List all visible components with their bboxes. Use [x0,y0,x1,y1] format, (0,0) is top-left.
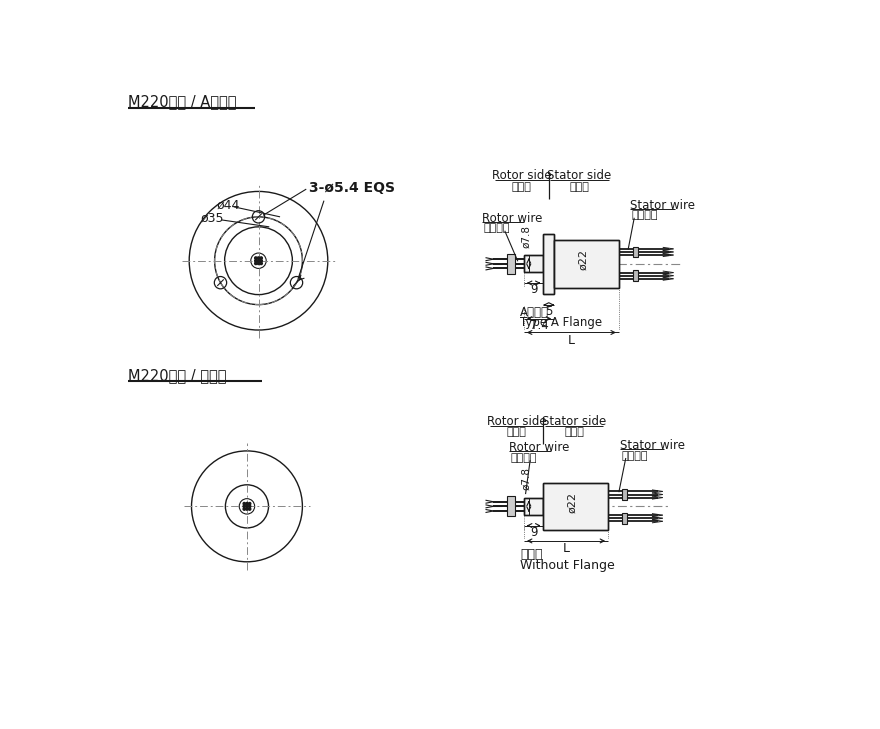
Bar [524,255,544,272]
Bar [622,489,627,500]
Circle shape [257,262,260,265]
Circle shape [246,502,248,504]
Text: 3-ø5.4 EQS: 3-ø5.4 EQS [309,181,394,195]
Text: L: L [568,334,575,347]
Text: Rotor side: Rotor side [492,169,552,182]
Text: L: L [562,542,569,555]
Text: 无法兰: 无法兰 [520,548,543,561]
Text: Type A Flange: Type A Flange [520,316,602,330]
Text: 9: 9 [530,284,538,297]
Text: ø7.8: ø7.8 [522,467,532,490]
Circle shape [246,508,248,510]
Text: 转子边: 转子边 [512,182,532,192]
Text: 定子出线: 定子出线 [632,211,658,220]
Text: ø22: ø22 [578,249,589,270]
Text: 9: 9 [530,526,538,539]
Bar [544,483,608,530]
Text: ø22: ø22 [568,492,577,513]
Circle shape [254,262,257,265]
Text: Without Flange: Without Flange [520,559,615,572]
Circle shape [243,505,246,507]
Text: 定子边: 定子边 [569,182,590,192]
Text: 转子边: 转子边 [507,426,526,437]
Circle shape [260,262,262,265]
Circle shape [257,260,260,262]
Text: 定子出线: 定子出线 [621,451,648,461]
Circle shape [254,260,257,262]
Text: ø44: ø44 [216,199,239,212]
Bar [633,270,638,281]
Bar [633,246,638,257]
Text: ø7.8: ø7.8 [522,225,532,248]
Text: M220系列 / 无法兰: M220系列 / 无法兰 [128,368,226,383]
Text: Rotor wire: Rotor wire [509,441,569,454]
Text: A型法兰: A型法兰 [520,305,549,319]
Circle shape [254,257,257,260]
Text: Stator wire: Stator wire [630,199,695,212]
Bar [554,240,619,287]
Bar [507,496,515,516]
Circle shape [248,508,251,510]
Circle shape [260,257,262,260]
Text: Rotor side: Rotor side [487,415,546,427]
Text: M220系列 / A型法兰: M220系列 / A型法兰 [128,95,236,109]
Text: ø35: ø35 [201,212,224,225]
Bar [524,498,544,515]
Circle shape [257,257,260,260]
Text: 转子出线: 转子出线 [483,224,510,233]
Circle shape [260,260,262,262]
Text: 转子出线: 转子出线 [510,453,537,463]
Bar [507,254,515,274]
Circle shape [248,505,251,507]
Circle shape [243,502,246,504]
Circle shape [248,502,251,504]
Text: Stator wire: Stator wire [620,439,685,452]
Circle shape [246,505,248,507]
Text: Stator side: Stator side [542,415,606,427]
Circle shape [243,508,246,510]
Bar [622,512,627,523]
Bar [544,233,554,294]
Text: 7.4: 7.4 [530,319,548,332]
Text: 5: 5 [545,305,553,318]
Text: Stator side: Stator side [547,169,612,182]
Text: Rotor wire: Rotor wire [481,212,542,225]
Text: 定子边: 定子边 [564,426,584,437]
